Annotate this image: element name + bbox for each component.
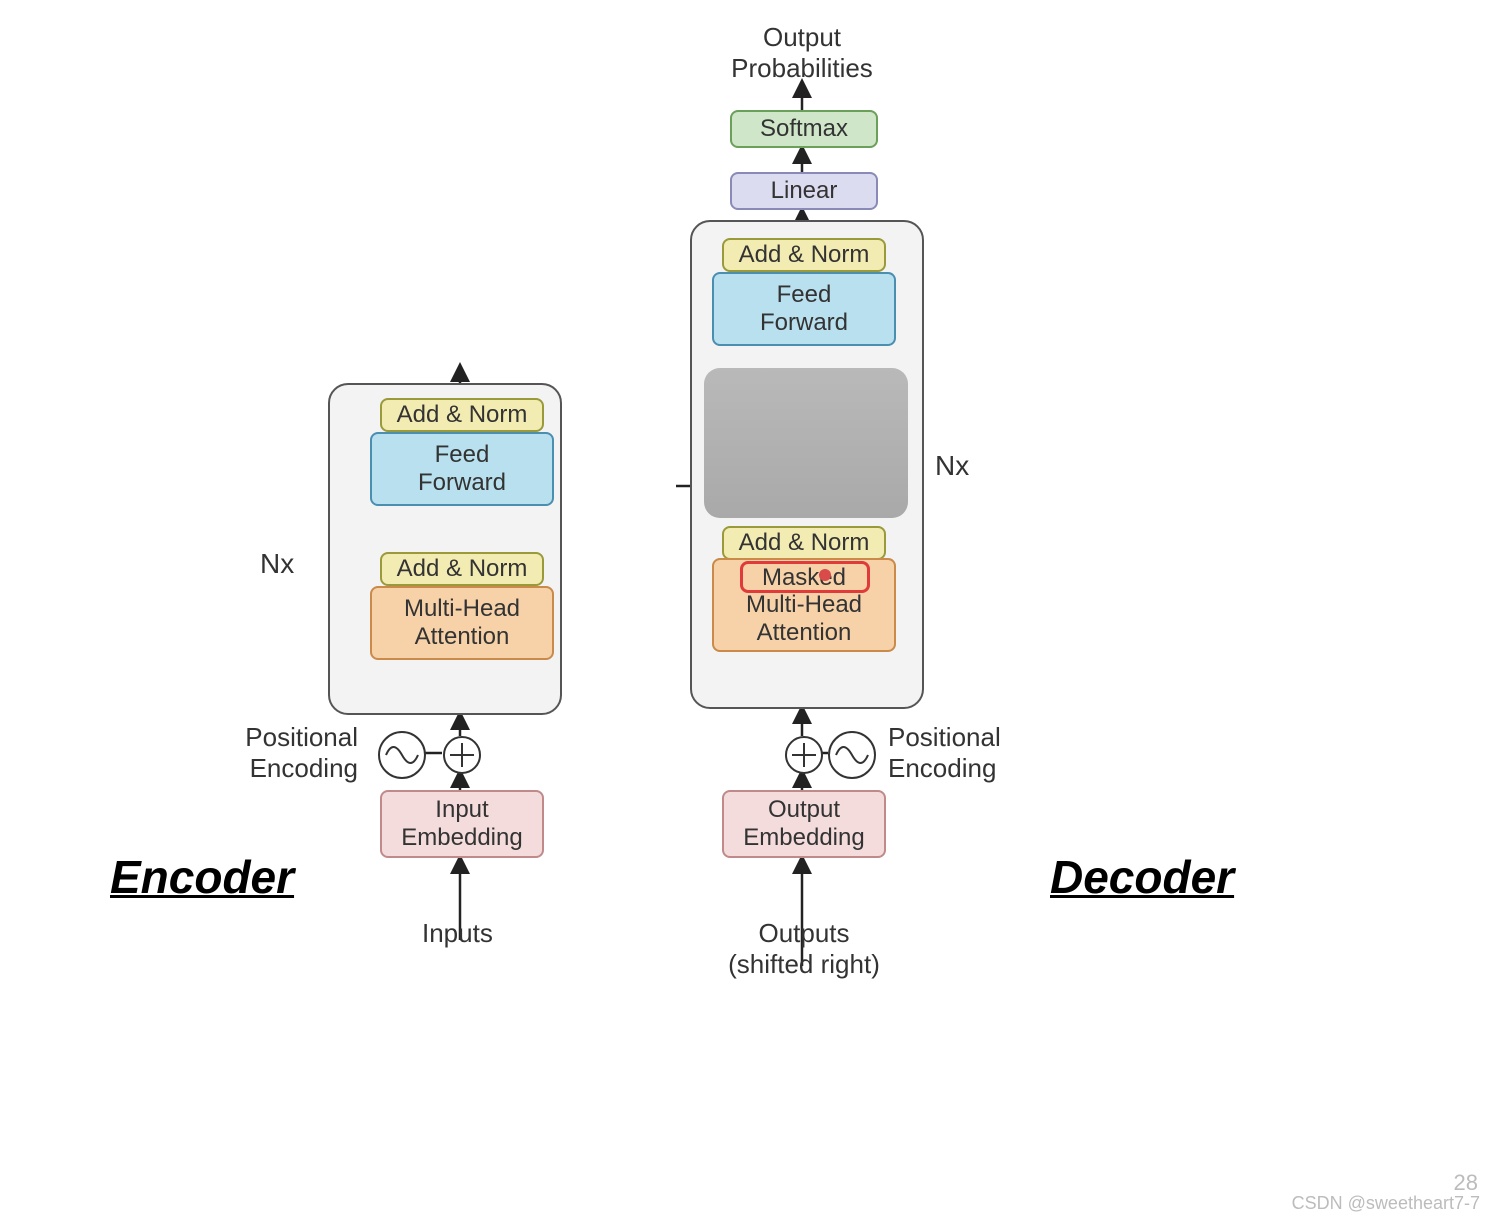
decoder-obscured-block xyxy=(704,368,908,518)
masked-highlight-box xyxy=(740,561,870,593)
outputs-label: Outputs (shifted right) xyxy=(724,918,884,980)
mha-label-2: Multi-Head Attention xyxy=(746,591,862,646)
positional-encoding-label-right: Positional Encoding xyxy=(888,722,1028,784)
addnorm-label-2: Add & Norm xyxy=(397,555,528,583)
feedforward-label: Feed Forward xyxy=(418,441,506,496)
decoder-feedforward: Feed Forward xyxy=(712,272,896,346)
decoder-sine-icon xyxy=(828,731,876,779)
addnorm-label-3: Add & Norm xyxy=(739,241,870,269)
softmax-label: Softmax xyxy=(760,115,848,143)
cursor-pointer-icon xyxy=(819,569,831,581)
inputs-label: Inputs xyxy=(422,918,493,949)
feedforward-label-2: Feed Forward xyxy=(760,281,848,336)
input-embedding-label: Input Embedding xyxy=(401,796,522,851)
nx-label-left: Nx xyxy=(260,548,294,580)
outputs-label-line1: Outputs xyxy=(724,918,884,949)
encoder-title: Encoder xyxy=(110,850,294,904)
watermark-text: CSDN @sweetheart7-7 xyxy=(1292,1193,1480,1214)
output-probabilities-label: Output Probabilities xyxy=(722,22,882,84)
softmax-block: Softmax xyxy=(730,110,878,148)
page-number: 28 xyxy=(1454,1170,1478,1196)
encoder-sine-icon xyxy=(378,731,426,779)
output-prob-line2: Probabilities xyxy=(722,53,882,84)
output-prob-line1: Output xyxy=(722,22,882,53)
decoder-add-icon xyxy=(785,736,823,774)
outputs-label-line2: (shifted right) xyxy=(724,949,884,980)
input-embedding: Input Embedding xyxy=(380,790,544,858)
encoder-feedforward: Feed Forward xyxy=(370,432,554,506)
output-embedding-label: Output Embedding xyxy=(743,796,864,851)
addnorm-label-4: Add & Norm xyxy=(739,529,870,557)
mha-label: Multi-Head Attention xyxy=(404,595,520,650)
linear-block: Linear xyxy=(730,172,878,210)
encoder-multihead-attention: Multi-Head Attention xyxy=(370,586,554,660)
positional-encoding-label-left: Positional Encoding xyxy=(228,722,358,784)
decoder-title: Decoder xyxy=(1050,850,1234,904)
nx-label-right: Nx xyxy=(935,450,969,482)
linear-label: Linear xyxy=(771,177,838,205)
encoder-addnorm-bottom: Add & Norm xyxy=(380,552,544,586)
encoder-add-icon xyxy=(443,736,481,774)
output-embedding: Output Embedding xyxy=(722,790,886,858)
addnorm-label: Add & Norm xyxy=(397,401,528,429)
decoder-addnorm-top: Add & Norm xyxy=(722,238,886,272)
decoder-addnorm-bottom: Add & Norm xyxy=(722,526,886,560)
transformer-diagram: { "titles": { "encoder": "Encoder", "dec… xyxy=(0,0,1500,1220)
encoder-addnorm-top: Add & Norm xyxy=(380,398,544,432)
